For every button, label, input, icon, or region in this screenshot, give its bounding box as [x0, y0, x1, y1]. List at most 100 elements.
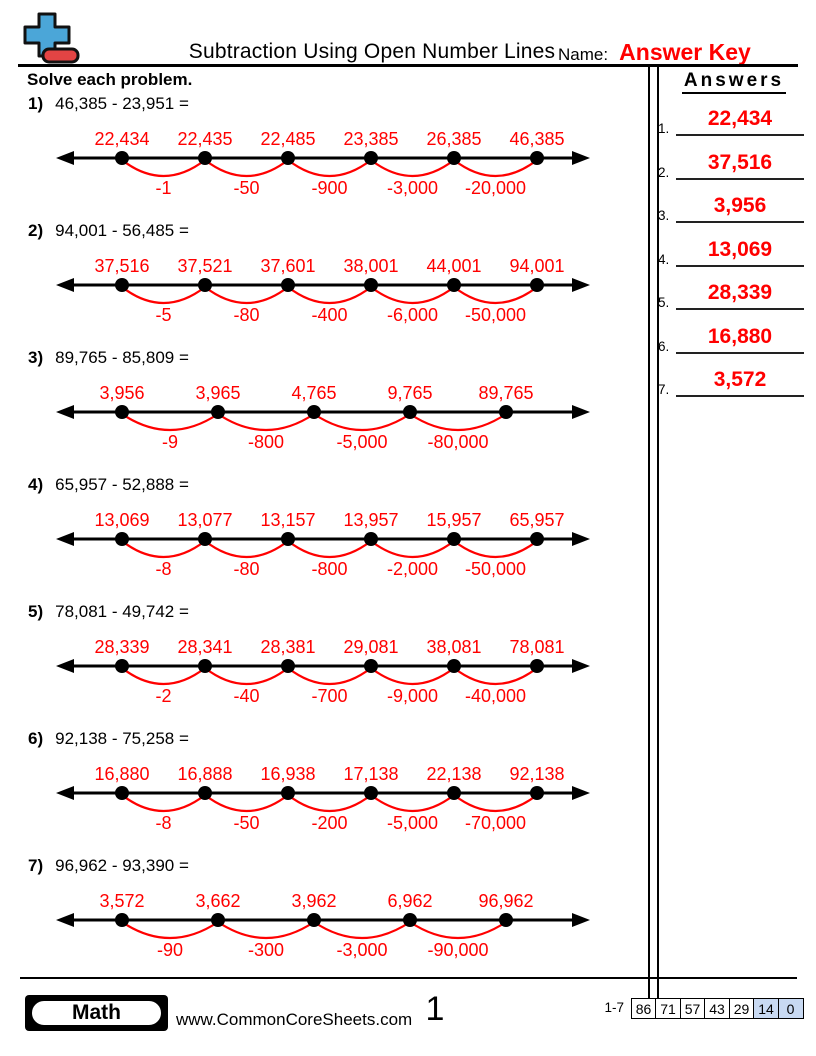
point-dot: [307, 405, 321, 419]
jump-label: -50: [233, 813, 259, 833]
jump-label: -40: [233, 686, 259, 706]
jump-label: -3,000: [336, 940, 387, 960]
answer-row-2: 2. 37,516: [650, 151, 816, 181]
number-line: -9 -800 -5,000 -80,000 3,956 3,965 4,765 9,765 8…: [56, 383, 590, 452]
point-dot: [198, 659, 212, 673]
footer-divider: [20, 977, 797, 979]
point-label: 78,081: [509, 637, 564, 657]
point-label: 37,516: [94, 256, 149, 276]
answer-number: 2.: [658, 164, 670, 180]
point-label: 3,965: [195, 383, 240, 403]
jump-label: -8: [155, 813, 171, 833]
point-dot: [530, 786, 544, 800]
minus-icon: [41, 47, 80, 64]
jump-label: -2,000: [387, 559, 438, 579]
commoncoresheets-logo: [23, 12, 80, 64]
point-label: 22,485: [260, 129, 315, 149]
point-label: 22,138: [426, 764, 481, 784]
jump-label: -800: [311, 559, 347, 579]
answers-column-divider: [648, 67, 659, 998]
problem-number: 6): [28, 729, 44, 748]
point-label: 15,957: [426, 510, 481, 530]
problem-2: 2) 94,001 - 56,485 = -5 -80 -400 -6,000 -50,00…: [0, 217, 650, 344]
right-arrow-icon: [572, 151, 590, 165]
number-line: -8 -80 -800 -2,000 -50,000 13,069 13,077 13,157…: [56, 510, 590, 579]
jump-label: -50,000: [465, 305, 526, 325]
jump-label: -700: [311, 686, 347, 706]
jump-label: -80,000: [427, 432, 488, 452]
point-dot: [364, 659, 378, 673]
right-arrow-icon: [572, 913, 590, 927]
answer-value: 16,880: [676, 325, 804, 354]
point-dot: [115, 278, 129, 292]
answer-value: 37,516: [676, 151, 804, 180]
problem-equation: 46,385 - 23,951 =: [55, 94, 189, 113]
website-url: www.CommonCoreSheets.com: [176, 1010, 413, 1029]
jump-label: -1: [155, 178, 171, 198]
point-dot: [211, 405, 225, 419]
problem-header: 4) 65,957 - 52,888 =: [28, 475, 189, 495]
problem-header: 6) 92,138 - 75,258 =: [28, 729, 189, 749]
point-dot: [115, 151, 129, 165]
point-dot: [281, 786, 295, 800]
jump-label: -5,000: [387, 813, 438, 833]
point-label: 65,957: [509, 510, 564, 530]
point-dot: [364, 786, 378, 800]
answer-number: 7.: [658, 382, 670, 397]
point-label: 46,385: [509, 129, 564, 149]
answer-row-6: 6. 16,880: [650, 325, 816, 355]
point-label: 37,521: [177, 256, 232, 276]
right-arrow-icon: [572, 405, 590, 419]
answers-title-text: Answers: [681, 70, 787, 94]
score-cell: 43: [704, 998, 730, 1019]
jump-label: -5: [155, 305, 171, 325]
problem-header: 2) 94,001 - 56,485 =: [28, 221, 189, 241]
point-label: 17,138: [343, 764, 398, 784]
point-label: 22,434: [94, 129, 149, 149]
answer-value: 3,572: [676, 368, 804, 397]
number-line: -2 -40 -700 -9,000 -40,000 28,339 28,341 28,381…: [56, 637, 590, 706]
problem-header: 1) 46,385 - 23,951 =: [28, 94, 189, 114]
point-dot: [447, 786, 461, 800]
jump-label: -5,000: [336, 432, 387, 452]
problem-number: 3): [28, 348, 44, 367]
answer-value: 22,434: [676, 107, 804, 136]
right-arrow-icon: [572, 532, 590, 546]
point-dot: [530, 151, 544, 165]
answer-row-5: 5. 28,339: [650, 281, 816, 311]
answer-row-7: 7. 3,572: [650, 368, 816, 398]
problem-number: 7): [28, 856, 44, 875]
jump-label: -20,000: [465, 178, 526, 198]
point-label: 3,962: [291, 891, 336, 911]
point-label: 16,880: [94, 764, 149, 784]
left-arrow-icon: [56, 278, 74, 292]
problem-header: 3) 89,765 - 85,809 =: [28, 348, 189, 368]
point-dot: [447, 659, 461, 673]
problem-1: 1) 46,385 - 23,951 = -1 -50 -900 -3,000 -20,00…: [0, 90, 650, 217]
point-label: 13,069: [94, 510, 149, 530]
math-badge-label: Math: [30, 999, 163, 1027]
point-label: 13,077: [177, 510, 232, 530]
point-dot: [281, 151, 295, 165]
math-badge: Math: [25, 995, 168, 1031]
name-label: Name:: [558, 45, 609, 64]
problem-number: 1): [28, 94, 44, 113]
point-label: 37,601: [260, 256, 315, 276]
jump-label: -2: [155, 686, 171, 706]
point-dot: [115, 786, 129, 800]
problem-equation: 78,081 - 49,742 =: [55, 602, 189, 621]
jump-label: -400: [311, 305, 347, 325]
jump-label: -90,000: [427, 940, 488, 960]
point-dot: [499, 913, 513, 927]
point-label: 23,385: [343, 129, 398, 149]
problem-number: 5): [28, 602, 44, 621]
point-label: 9,765: [387, 383, 432, 403]
point-dot: [499, 405, 513, 419]
problem-equation: 94,001 - 56,485 =: [55, 221, 189, 240]
point-dot: [530, 278, 544, 292]
point-dot: [211, 913, 225, 927]
answer-value: 28,339: [676, 281, 804, 310]
point-label: 13,157: [260, 510, 315, 530]
number-line: -90 -300 -3,000 -90,000 3,572 3,662 3,962 6,962…: [56, 891, 590, 960]
point-dot: [198, 532, 212, 546]
